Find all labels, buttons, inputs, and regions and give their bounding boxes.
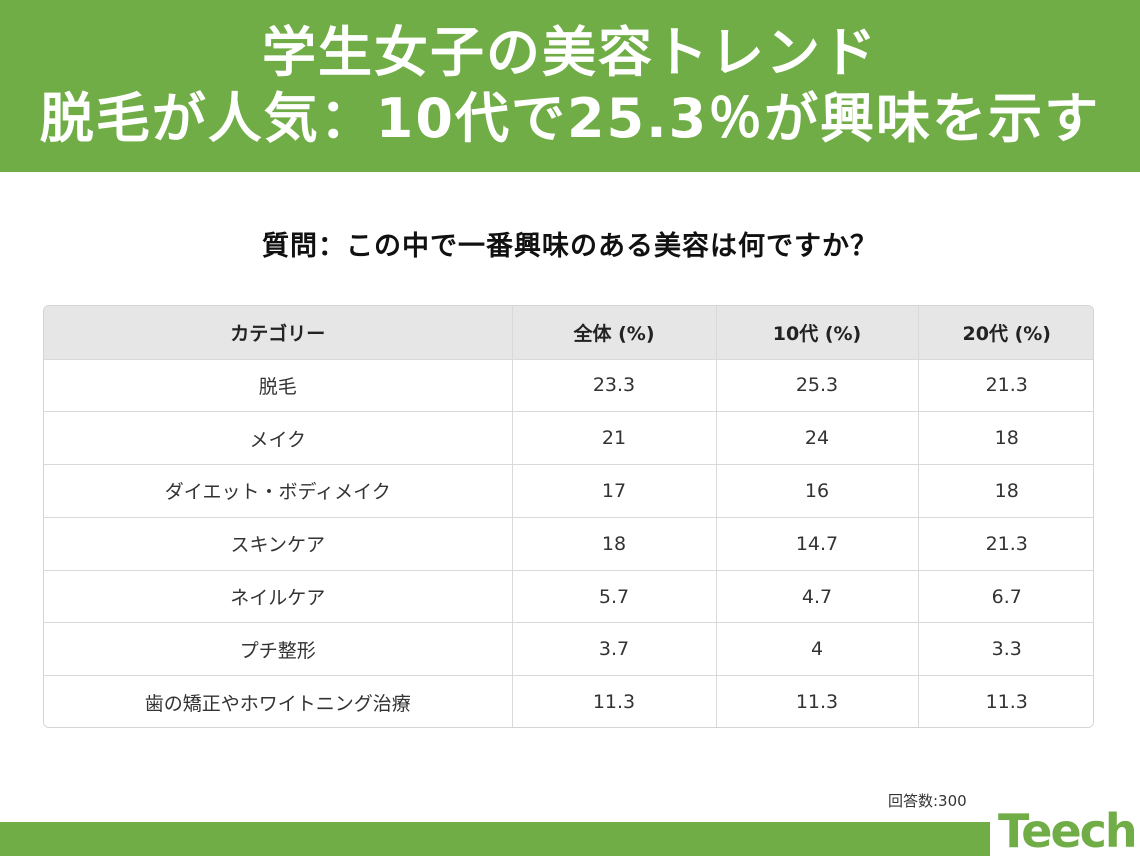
overall-cell: 3.7: [512, 622, 717, 677]
teens-cell: 11.3: [716, 675, 919, 727]
table-row: スキンケア 18 14.7 21.3: [44, 517, 1093, 571]
category-cell: ネイルケア: [44, 570, 513, 624]
overall-cell: 23.3: [512, 359, 717, 413]
overall-cell: 5.7: [512, 570, 717, 624]
title-line-1: 学生女子の美容トレンド: [262, 21, 878, 84]
twenties-cell: 21.3: [918, 517, 1093, 571]
category-cell: ダイエット・ボディメイク: [44, 464, 513, 518]
survey-question: 質問：この中で一番興味のある美容は何ですか？: [262, 231, 878, 262]
respondent-count: 回答数:300: [888, 792, 967, 810]
column-header-teens: 10代 (%): [716, 306, 919, 360]
table-row: メイク 21 24 18: [44, 411, 1093, 466]
table-row: 脱毛 23.3 25.3 21.3: [44, 359, 1093, 413]
footer-bar: [0, 822, 1140, 856]
category-cell: 脱毛: [44, 359, 513, 413]
twenties-cell: 11.3: [918, 675, 1093, 727]
teens-cell: 24: [716, 411, 919, 466]
overall-cell: 21: [512, 411, 717, 466]
logo-text: Teech: [998, 804, 1138, 856]
category-cell: メイク: [44, 411, 513, 466]
teens-cell: 16: [716, 464, 919, 518]
twenties-cell: 18: [918, 464, 1093, 518]
results-table: カテゴリー 全体 (%) 10代 (%) 20代 (%) 脱毛 23.3 25.…: [44, 306, 1093, 727]
results-table-container: カテゴリー 全体 (%) 10代 (%) 20代 (%) 脱毛 23.3 25.…: [43, 305, 1094, 728]
twenties-cell: 3.3: [918, 622, 1093, 677]
overall-cell: 17: [512, 464, 717, 518]
column-header-overall: 全体 (%): [512, 306, 717, 360]
column-header-category: カテゴリー: [44, 306, 513, 360]
twenties-cell: 21.3: [918, 359, 1093, 413]
table-row: プチ整形 3.7 4 3.3: [44, 622, 1093, 677]
twenties-cell: 6.7: [918, 570, 1093, 624]
category-cell: 歯の矯正やホワイトニング治療: [44, 675, 513, 727]
table-header-row: カテゴリー 全体 (%) 10代 (%) 20代 (%): [44, 306, 1093, 360]
twenties-cell: 18: [918, 411, 1093, 466]
teens-cell: 25.3: [716, 359, 919, 413]
teens-cell: 14.7: [716, 517, 919, 571]
category-cell: プチ整形: [44, 622, 513, 677]
column-header-twenties: 20代 (%): [918, 306, 1093, 360]
teech-logo: Teech: [990, 806, 1140, 856]
title-line-2: 脱毛が人気：10代で25.3％が興味を示す: [39, 87, 1101, 150]
table-row: 歯の矯正やホワイトニング治療 11.3 11.3 11.3: [44, 675, 1093, 727]
overall-cell: 11.3: [512, 675, 717, 727]
table-row: ダイエット・ボディメイク 17 16 18: [44, 464, 1093, 518]
title-banner: 学生女子の美容トレンド 脱毛が人気：10代で25.3％が興味を示す: [0, 0, 1140, 172]
category-cell: スキンケア: [44, 517, 513, 571]
overall-cell: 18: [512, 517, 717, 571]
teens-cell: 4: [716, 622, 919, 677]
teens-cell: 4.7: [716, 570, 919, 624]
table-row: ネイルケア 5.7 4.7 6.7: [44, 570, 1093, 624]
